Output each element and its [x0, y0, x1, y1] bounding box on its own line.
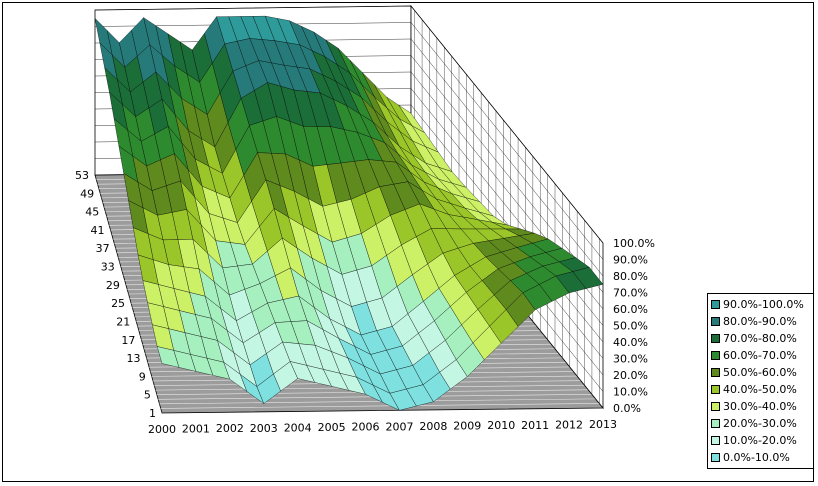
- x-tick-label: 2007: [385, 420, 413, 433]
- legend-swatch: [711, 317, 720, 326]
- legend-label: 80.0%-90.0%: [723, 315, 797, 328]
- sidewall-gridline: [410, 55, 604, 293]
- x-tick-label: 2001: [182, 423, 210, 436]
- z-tick-label: 50.0%: [613, 320, 648, 333]
- z-tick-label: 30.0%: [613, 353, 648, 366]
- x-tick-label: 2008: [419, 420, 447, 433]
- x-tick-label: 2000: [148, 423, 176, 436]
- surface-chart: 2000 2001 2002 2003 2004 2005 2006 2007 2008 2009…: [75, 4, 655, 436]
- surface-group: [94, 15, 604, 411]
- legend-item: 40.0%-50.0%: [711, 381, 810, 398]
- labels-group: 2000 2001 2002 2003 2004 2005 2006 2007 2008 2009…: [75, 169, 655, 436]
- z-tick-label: 0.0%: [613, 402, 641, 415]
- z-tick-label: 80.0%: [613, 270, 648, 283]
- legend-label: 20.0%-30.0%: [723, 417, 797, 430]
- depth-tick-label: 49: [80, 187, 94, 200]
- x-tick-label: 2005: [318, 421, 346, 434]
- depth-tick-label: 37: [96, 242, 110, 255]
- z-tick-label: 10.0%: [613, 386, 648, 399]
- backwall-gridline: [94, 5, 412, 11]
- legend-swatch: [711, 385, 720, 394]
- legend-swatch: [711, 334, 720, 343]
- legend-swatch: [711, 419, 720, 428]
- depth-tick-label: 13: [127, 352, 141, 365]
- legend-swatch: [711, 368, 720, 377]
- legend-label: 0.0%-10.0%: [723, 451, 790, 464]
- depth-tick-label: 33: [101, 261, 115, 274]
- legend-item: 30.0%-40.0%: [711, 398, 810, 415]
- surface-cell: [572, 267, 604, 289]
- legend: 90.0%-100.0% 80.0%-90.0% 70.0%-80.0% 60.0%-…: [707, 293, 814, 469]
- legend-label: 60.0%-70.0%: [723, 349, 797, 362]
- legend-item: 80.0%-90.0%: [711, 313, 810, 330]
- legend-item: 0.0%-10.0%: [711, 449, 810, 466]
- legend-label: 70.0%-80.0%: [723, 332, 797, 345]
- legend-label: 30.0%-40.0%: [723, 400, 797, 413]
- legend-label: 10.0%-20.0%: [723, 434, 797, 447]
- legend-item: 60.0%-70.0%: [711, 347, 810, 364]
- legend-swatch: [711, 300, 720, 309]
- sidewall-gridline: [410, 22, 604, 260]
- legend-item: 20.0%-30.0%: [711, 415, 810, 432]
- x-tick-label: 2011: [521, 419, 549, 432]
- legend-label: 90.0%-100.0%: [723, 298, 804, 311]
- sidewall-gridline: [410, 104, 604, 343]
- depth-tick-label: 21: [116, 315, 130, 328]
- floor-gridline: [159, 398, 596, 405]
- depth-tick-label: 29: [106, 279, 120, 292]
- x-tick-label: 2004: [284, 421, 312, 434]
- z-tick-label: 40.0%: [613, 336, 648, 349]
- x-tick-label: 2003: [250, 422, 278, 435]
- depth-tick-label: 17: [121, 334, 135, 347]
- z-tick-label: 70.0%: [613, 287, 648, 300]
- legend-swatch: [711, 453, 720, 462]
- legend-swatch: [711, 436, 720, 445]
- sidewall-gridline: [410, 38, 604, 277]
- depth-tick-label: 5: [144, 389, 151, 402]
- legend-item: 70.0%-80.0%: [711, 330, 810, 347]
- x-tick-label: 2006: [352, 421, 380, 434]
- legend-label: 40.0%-50.0%: [723, 383, 797, 396]
- z-tick-label: 20.0%: [613, 369, 648, 382]
- depth-tick-label: 9: [139, 370, 146, 383]
- legend-item: 50.0%-60.0%: [711, 364, 810, 381]
- legend-swatch: [711, 402, 720, 411]
- depth-tick-label: 45: [85, 206, 99, 219]
- x-tick-label: 2002: [216, 422, 244, 435]
- legend-label: 50.0%-60.0%: [723, 366, 797, 379]
- z-tick-label: 60.0%: [613, 303, 648, 316]
- legend-item: 10.0%-20.0%: [711, 432, 810, 449]
- depth-tick-label: 1: [149, 407, 156, 420]
- legend-swatch: [711, 351, 720, 360]
- x-tick-label: 2013: [589, 418, 617, 431]
- z-tick-label: 100.0%: [613, 237, 655, 250]
- sidewall-gridline: [410, 5, 604, 244]
- depth-tick-label: 53: [75, 169, 89, 182]
- x-tick-label: 2010: [487, 419, 515, 432]
- depth-tick-label: 41: [90, 224, 104, 237]
- x-tick-label: 2012: [555, 418, 583, 431]
- floor-gridline: [160, 403, 600, 409]
- z-tick-label: 90.0%: [613, 254, 648, 267]
- depth-tick-label: 25: [111, 297, 125, 310]
- legend-item: 90.0%-100.0%: [711, 296, 810, 313]
- x-tick-label: 2009: [453, 420, 481, 433]
